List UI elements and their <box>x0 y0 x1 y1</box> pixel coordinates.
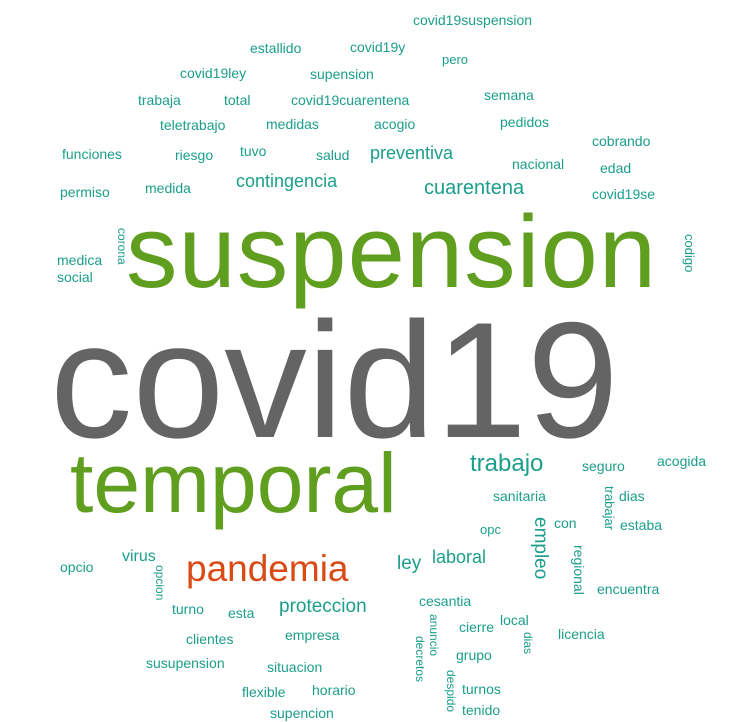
word-anuncio: anuncio <box>427 614 441 657</box>
word-medica: medica <box>57 252 103 268</box>
word-salud: salud <box>316 147 350 163</box>
word-temporal: temporal <box>70 436 397 530</box>
word-dias-rotated: dias <box>521 632 535 655</box>
word-pedidos: pedidos <box>500 114 550 130</box>
word-contingencia: contingencia <box>236 171 338 191</box>
word-trabaja: trabaja <box>138 92 181 108</box>
word-permiso: permiso <box>60 184 110 200</box>
word-estallido: estallido <box>250 40 302 56</box>
word-sanitaria: sanitaria <box>493 488 546 504</box>
word-codigo: codigo <box>682 234 697 273</box>
word-despido: despido <box>444 670 458 713</box>
word-riesgo: riesgo <box>175 147 214 163</box>
word-flexible: flexible <box>242 684 286 700</box>
word-semana: semana <box>484 87 534 103</box>
word-covid19: covid19 <box>50 288 619 472</box>
word-proteccion: proteccion <box>279 596 367 617</box>
word-covid19y: covid19y <box>350 39 406 55</box>
word-supencion: supencion <box>270 705 334 721</box>
word-laboral: laboral <box>432 547 487 567</box>
word-covid19cuarentena: covid19cuarentena <box>291 92 410 108</box>
word-cesantia: cesantia <box>419 593 472 609</box>
word-pero: pero <box>442 52 469 67</box>
word-regional: regional <box>571 545 587 595</box>
word-clientes: clientes <box>186 631 234 647</box>
word-tuvo: tuvo <box>240 143 267 159</box>
word-covid19se: covid19se <box>592 186 656 202</box>
word-empresa: empresa <box>285 627 340 643</box>
word-ley: ley <box>397 553 422 574</box>
word-turno: turno <box>172 601 204 617</box>
word-total: total <box>224 92 251 108</box>
word-horario: horario <box>312 682 356 698</box>
word-empleo: empleo <box>530 517 551 580</box>
word-acogida: acogida <box>657 453 707 469</box>
word-turnos: turnos <box>462 681 501 697</box>
word-opcion: opcion <box>153 565 167 601</box>
word-con: con <box>554 515 577 531</box>
word-cobrando: cobrando <box>592 133 651 149</box>
word-susupension: susupension <box>146 655 225 671</box>
word-nacional: nacional <box>512 156 565 172</box>
word-cierre: cierre <box>459 619 495 635</box>
word-trabajar: trabajar <box>602 486 617 531</box>
word-acogio: acogio <box>374 116 416 132</box>
word-social: social <box>57 269 93 285</box>
word-medidas: medidas <box>266 116 319 132</box>
word-local: local <box>500 612 529 628</box>
word-pandemia: pandemia <box>186 548 349 589</box>
word-supension: supension <box>310 66 374 82</box>
word-funciones: funciones <box>62 146 122 162</box>
word-dias: dias <box>619 488 645 504</box>
word-edad: edad <box>600 160 632 176</box>
word-covid19suspension: covid19suspension <box>413 12 533 28</box>
word-covid19ley: covid19ley <box>180 65 247 81</box>
word-decretos: decretos <box>413 636 427 683</box>
word-cuarentena: cuarentena <box>424 177 525 199</box>
word-licencia: licencia <box>558 626 605 642</box>
word-grupo: grupo <box>456 647 492 663</box>
word-teletrabajo: teletrabajo <box>160 117 226 133</box>
word-seguro: seguro <box>582 458 625 474</box>
word-opcio: opcio <box>60 559 94 575</box>
word-medida: medida <box>145 180 191 196</box>
word-situacion: situacion <box>267 659 323 675</box>
word-tenido: tenido <box>462 702 501 718</box>
word-esta: esta <box>228 605 255 621</box>
word-estaba: estaba <box>620 517 663 533</box>
word-preventiva: preventiva <box>370 143 454 163</box>
word-trabajo: trabajo <box>470 450 544 477</box>
word-virus: virus <box>122 548 156 565</box>
word-encuentra: encuentra <box>597 581 660 597</box>
word-opc: opc <box>480 522 501 537</box>
word-suspension: suspension <box>126 194 658 309</box>
